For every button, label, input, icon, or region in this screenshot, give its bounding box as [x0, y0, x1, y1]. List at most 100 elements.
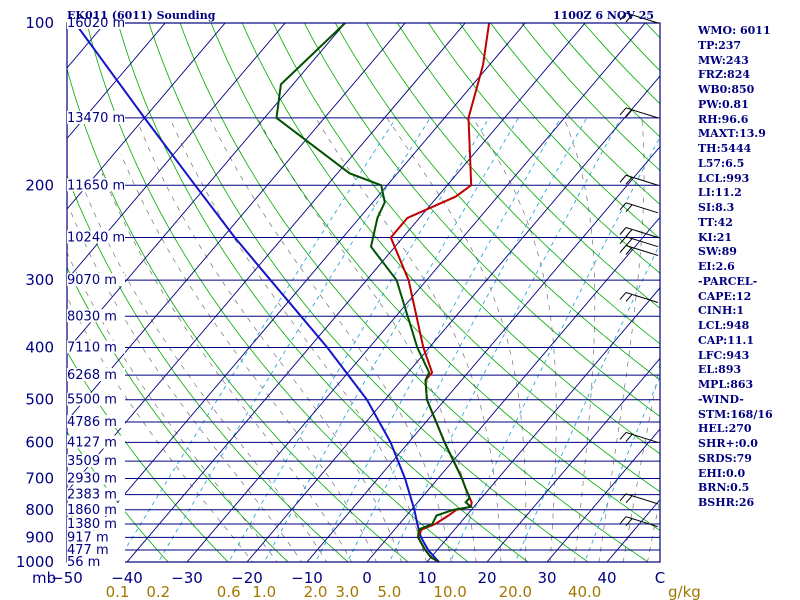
wind-barb-flag	[625, 495, 633, 504]
temperature-tick-label: 10	[417, 569, 436, 587]
wind-barb	[619, 12, 659, 24]
wind-barb-flag	[625, 204, 633, 213]
sounding-index: WMO: 6011	[698, 24, 771, 37]
mixing-ratio-tick-label: 20.0	[499, 583, 532, 600]
mixing-ratio-tick-label: 2.0	[304, 583, 328, 600]
wind-barb-flag	[619, 493, 627, 502]
moist-adiabat-line	[120, 153, 377, 562]
height-label-bg	[67, 487, 125, 501]
sounding-index: SI:8.3	[698, 201, 735, 214]
isotherm-line	[546, 428, 660, 562]
sounding-index: EL:893	[698, 363, 742, 377]
sounding-index: CAP:11.1	[698, 333, 755, 347]
height-tick-label: 16020 m	[67, 16, 125, 31]
isotherm-line	[366, 216, 660, 562]
wind-barb-flag	[625, 176, 633, 185]
moist-adiabat-line	[67, 251, 278, 562]
moist-adiabat-line	[386, 117, 527, 562]
sounding-index: CINH:1	[698, 304, 745, 318]
isotherm-line	[67, 23, 406, 422]
wind-barb-flag	[625, 14, 633, 23]
wind-barb-flag	[625, 518, 633, 527]
wind-barb-flag	[619, 12, 627, 21]
temperature-tick-label: −40	[111, 569, 143, 587]
height-label-bg	[67, 555, 125, 568]
height-label-bg	[67, 530, 125, 544]
dry-adiabat-line	[303, 23, 660, 418]
mixing-ratio-line	[116, 117, 397, 562]
dry-adiabat-line	[67, 67, 409, 562]
wind-barb-flag	[625, 229, 633, 237]
wind-barb-flag	[619, 107, 627, 116]
height-tick-label: 1860 m	[67, 503, 117, 518]
height-label-bg	[67, 368, 125, 382]
wind-barb	[619, 245, 659, 256]
height-label-bg	[67, 415, 125, 429]
dry-adiabat-line	[179, 23, 649, 562]
plot-frame	[66, 22, 661, 563]
sounding-index: SW:89	[698, 245, 737, 259]
mixing-ratio-tick-label: 1.0	[252, 583, 276, 600]
sounding-index: LFC:943	[698, 348, 750, 362]
height-tick-label: 5500 m	[67, 393, 117, 408]
dewpoint-trace	[275, 23, 474, 562]
height-tick-label: 477 m	[67, 543, 109, 558]
dry-adiabat-line	[241, 23, 660, 493]
mixing-ratio-line	[157, 117, 431, 562]
mixing-ratio-tick-label: 10.0	[433, 583, 466, 600]
sounding-index: TT:42	[698, 215, 733, 229]
pressure-tick-label: 800	[25, 501, 54, 519]
wind-barb-flag	[619, 227, 627, 235]
pressure-tick-label: 500	[25, 391, 54, 409]
sounding-index: BSHR:26	[698, 496, 755, 509]
pressure-tick-label: 900	[25, 528, 54, 546]
isotherm-line	[486, 357, 660, 562]
sounding-index: SHR+:0.0	[698, 437, 758, 450]
height-label-bg	[67, 502, 125, 516]
height-tick-label: 11650 m	[67, 178, 125, 193]
dry-adiabat-line	[272, 23, 660, 455]
dry-adiabat-line	[148, 23, 589, 562]
moist-adiabat-line	[257, 117, 477, 562]
wind-barb-flag	[619, 432, 627, 440]
temperature-tick-label: 0	[362, 569, 372, 587]
height-tick-label: 6268 m	[67, 368, 117, 383]
height-label-bg	[67, 435, 125, 449]
mixing-ratio-tick-label: 0.6	[217, 583, 241, 600]
moist-adiabat-line	[68, 207, 303, 562]
sounding-index: LCL:993	[698, 171, 750, 185]
pressure-tick-label: 700	[25, 470, 54, 488]
sounding-index: BRN:0.5	[698, 481, 750, 495]
wind-barb-flag	[619, 236, 627, 244]
mixing-ratio-tick-label: 3.0	[335, 583, 359, 600]
height-label-bg	[67, 273, 125, 287]
temperature-tick-label: 30	[537, 569, 556, 587]
wind-layer	[619, 12, 659, 528]
wind-barb	[619, 174, 659, 186]
grid-layer	[67, 23, 660, 562]
temperature-tick-label: −10	[291, 569, 323, 587]
dry-adiabat-line	[428, 23, 660, 274]
height-label-bg	[67, 230, 125, 244]
pressure-tick-label: 600	[25, 433, 54, 451]
mixing-ratio-line	[388, 117, 622, 562]
wind-barb-flag	[625, 434, 633, 442]
height-tick-label: 13470 m	[67, 111, 125, 126]
wind-barb	[619, 227, 659, 238]
height-tick-label: 4127 m	[67, 435, 117, 450]
dry-adiabat-line	[117, 23, 529, 562]
wind-barb-flag	[619, 245, 627, 253]
pressure-tick-label: 100	[25, 14, 54, 32]
wind-barb-flag	[625, 294, 633, 302]
moist-adiabat-line	[138, 125, 402, 562]
sounding-index: MW:243	[698, 53, 749, 67]
mixing-ratio-line	[263, 117, 519, 562]
sounding-index: STM:168/16	[698, 407, 773, 421]
dry-adiabat-line	[365, 23, 660, 345]
isotherm-line	[306, 146, 660, 562]
profile-layer	[74, 23, 491, 562]
frame-layer	[66, 22, 661, 563]
wind-barb-shaft	[625, 292, 659, 303]
